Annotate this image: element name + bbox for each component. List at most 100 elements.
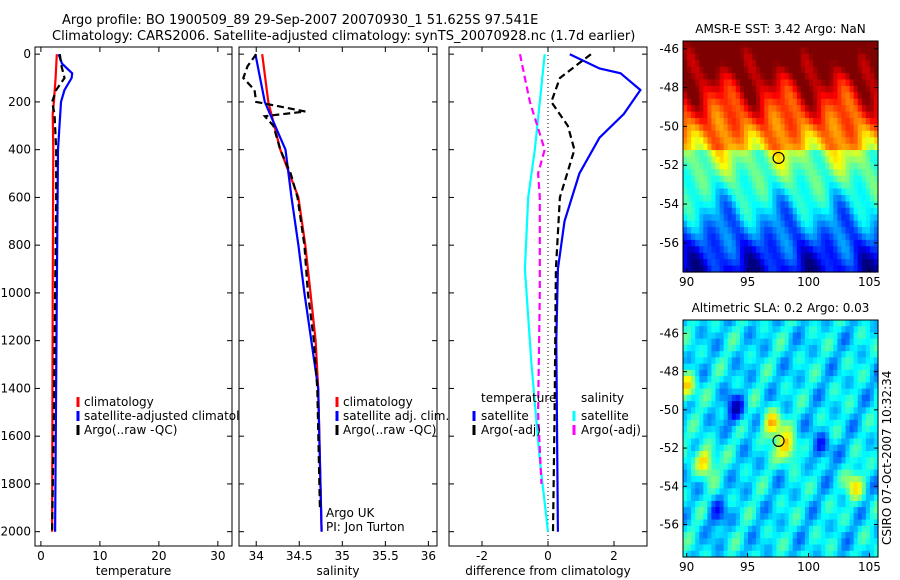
heatmap-cell [687,550,692,558]
heatmap-cell [707,92,713,100]
heatmap-cell [796,143,802,151]
heatmap-cell [780,532,786,539]
heatmap-cell [817,407,822,415]
heatmap-cell [792,66,798,74]
heatmap-cell [683,124,688,132]
heatmap-cell [841,105,847,113]
heatmap-cell [691,246,696,254]
heatmap-cell [715,357,721,365]
heatmap-cell [817,513,822,521]
heatmap-cell [711,507,717,514]
heatmap-cell [865,239,871,247]
heatmap-cell [707,150,713,158]
heatmap-cell [865,388,871,396]
heatmap-cell [813,320,818,327]
heatmap-cell [841,214,847,222]
heatmap-cell [804,92,810,100]
heatmap-cell [776,320,782,327]
heatmap-cell [731,351,737,358]
heatmap-cell [788,419,794,427]
heatmap-cell [845,519,851,527]
heatmap-cell [711,239,717,247]
heatmap-cell [719,259,725,267]
heatmap-cell [756,162,761,170]
heatmap-cell [800,252,806,260]
heatmap-cell [857,320,863,327]
heatmap-cell [748,363,753,371]
heatmap-cell [703,544,708,552]
heatmap-cell [711,432,717,440]
heatmap-cell [784,207,790,215]
heatmap-cell [869,419,875,427]
heatmap-cell [800,239,806,247]
heatmap-cell [829,195,834,202]
heatmap-cell [788,265,794,273]
heatmap-cell [768,451,773,458]
heatmap-cell [825,214,830,222]
heatmap-cell [768,60,773,68]
heatmap-cell [699,426,704,433]
heatmap-cell [817,525,822,533]
heatmap-cell [837,538,843,546]
heatmap-cell [857,53,863,61]
heatmap-cell [861,513,867,521]
heatmap-cell [837,118,843,125]
heatmap-cell [727,137,733,145]
heatmap-cell [784,550,790,558]
heatmap-cell [760,207,765,215]
heatmap-cell [739,451,745,458]
heatmap-cell [837,369,843,377]
heatmap-cell [748,53,753,61]
heatmap-cell [817,207,822,215]
heatmap-cell [869,98,875,106]
heatmap-cell [853,105,859,113]
heatmap-cell [735,156,741,164]
heatmap-cell [788,438,794,446]
heatmap-cell [845,79,851,87]
heatmap-cell [873,507,879,514]
y-tick-label: -52 [659,441,679,455]
heatmap-cell [723,79,729,87]
heatmap-cell [853,326,859,333]
heatmap-cell [723,550,729,558]
heatmap-cell [800,98,806,106]
heatmap-cell [841,475,847,483]
heatmap-cell [853,432,859,440]
heatmap-cell [731,326,737,333]
heatmap-cell [865,233,871,241]
heatmap-cell [743,47,749,55]
heatmap-cell [792,388,798,396]
heatmap-cell [829,463,834,471]
heatmap-cell [841,156,847,164]
heatmap-cell [780,259,786,267]
heatmap-cell [752,351,757,358]
heatmap-cell [768,41,773,48]
heatmap-cell [804,182,810,190]
heatmap-cell [699,137,704,145]
heatmap-cell [776,525,782,533]
heatmap-cell [756,500,761,508]
heatmap-cell [760,60,765,68]
heatmap-cell [683,351,688,358]
heatmap-cell [813,60,818,68]
heatmap-cell [699,162,704,170]
heatmap-cell [748,73,753,81]
heatmap-cell [776,438,782,446]
heatmap-cell [804,265,810,273]
heatmap-cell [776,444,782,452]
heatmap-cell [800,92,806,100]
heatmap-cell [776,469,782,477]
heatmap-cell [687,111,692,119]
heatmap-cell [719,53,725,61]
heatmap-cell [857,207,863,215]
legend-label: Argo(-adj) [581,423,641,437]
x-tick-label: 2 [610,549,618,563]
heatmap-cell [829,201,834,209]
heatmap-cell [857,394,863,402]
heatmap-cell [756,92,761,100]
heatmap-cell [784,188,790,196]
heatmap-cell [764,382,769,390]
heatmap-cell [719,265,725,273]
heatmap-cell [808,259,814,267]
heatmap-cell [792,182,798,190]
